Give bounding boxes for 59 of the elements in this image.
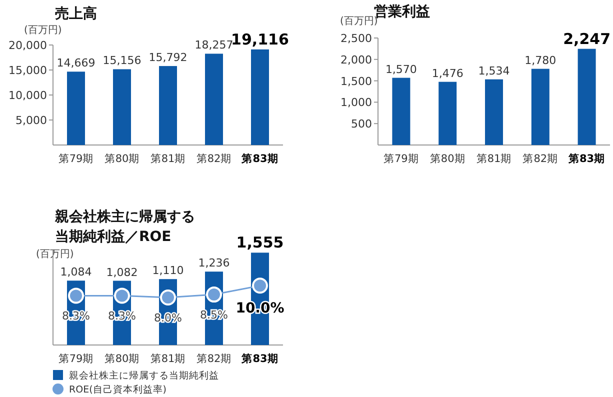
data-label: 1,780	[524, 54, 556, 67]
data-label: 1,236	[198, 256, 230, 270]
y-tick-label: 10,000	[8, 89, 47, 102]
data-label: 18,257	[194, 38, 234, 52]
bar	[392, 78, 410, 145]
y-tick-label: 1,000	[340, 96, 372, 110]
data-label: 1,570	[385, 62, 417, 76]
x-tick-label: 第79期	[58, 353, 94, 365]
y-tick-label: 2,500	[340, 32, 372, 45]
data-label: 1,555	[236, 234, 284, 252]
x-tick-label: 第79期	[384, 153, 419, 165]
point	[206, 286, 222, 303]
data-label: 14,669	[56, 56, 96, 70]
x-tick-label: 第81期	[150, 153, 186, 165]
x-tick-label: 第83期	[240, 152, 278, 165]
x-tick-label: 第82期	[196, 153, 232, 165]
data-label: 1,110	[152, 264, 184, 278]
data-label: 1,084	[60, 266, 92, 279]
data-label: 19,116	[231, 30, 289, 48]
y-axis-title: (百万円)	[24, 25, 62, 36]
legend-label: ROE(自己資本利益率)	[69, 384, 166, 396]
x-tick-label: 第80期	[104, 353, 140, 365]
legend-label: 親会社株主に帰属する当期純利益	[69, 370, 219, 382]
point	[68, 288, 84, 304]
bar	[67, 72, 85, 145]
bar	[531, 68, 550, 145]
data-label: 15,792	[148, 51, 188, 64]
x-tick-label: 第80期	[104, 153, 140, 165]
x-tick-label: 第81期	[476, 153, 512, 165]
y-tick-label: 20,000	[8, 39, 47, 52]
x-tick-label: 第80期	[430, 153, 466, 165]
bar	[485, 79, 503, 145]
x-tick-label: 第79期	[58, 153, 94, 165]
data-label: 15,156	[102, 54, 142, 68]
bar	[159, 66, 177, 145]
y-tick-label: 2,000	[340, 53, 372, 66]
chart-title: 親会社株主に帰属する当期純利益／ROE	[54, 208, 195, 245]
y-tick-label: 5,000	[16, 114, 47, 127]
bar	[578, 48, 596, 145]
bar	[205, 54, 223, 145]
x-tick-label: 第82期	[196, 353, 232, 365]
chart-title: 売上高	[55, 5, 97, 22]
bar	[113, 69, 131, 145]
x-tick-label: 第81期	[150, 353, 186, 365]
x-tick-label: 第83期	[567, 152, 606, 165]
bar	[438, 82, 457, 145]
y-tick-label: 500	[351, 118, 372, 131]
point	[114, 288, 130, 304]
x-tick-label: 第82期	[522, 153, 558, 165]
data-label: 1,082	[106, 266, 138, 279]
y-tick-label: 15,000	[8, 64, 47, 77]
data-label: 1,476	[432, 66, 464, 80]
x-tick-label: 第83期	[240, 352, 278, 365]
point	[160, 290, 176, 306]
data-label: 2,247	[563, 30, 611, 48]
data-label: 1,534	[478, 64, 510, 78]
point	[252, 278, 268, 294]
y-tick-label: 1,500	[340, 74, 372, 88]
bar	[251, 49, 269, 145]
